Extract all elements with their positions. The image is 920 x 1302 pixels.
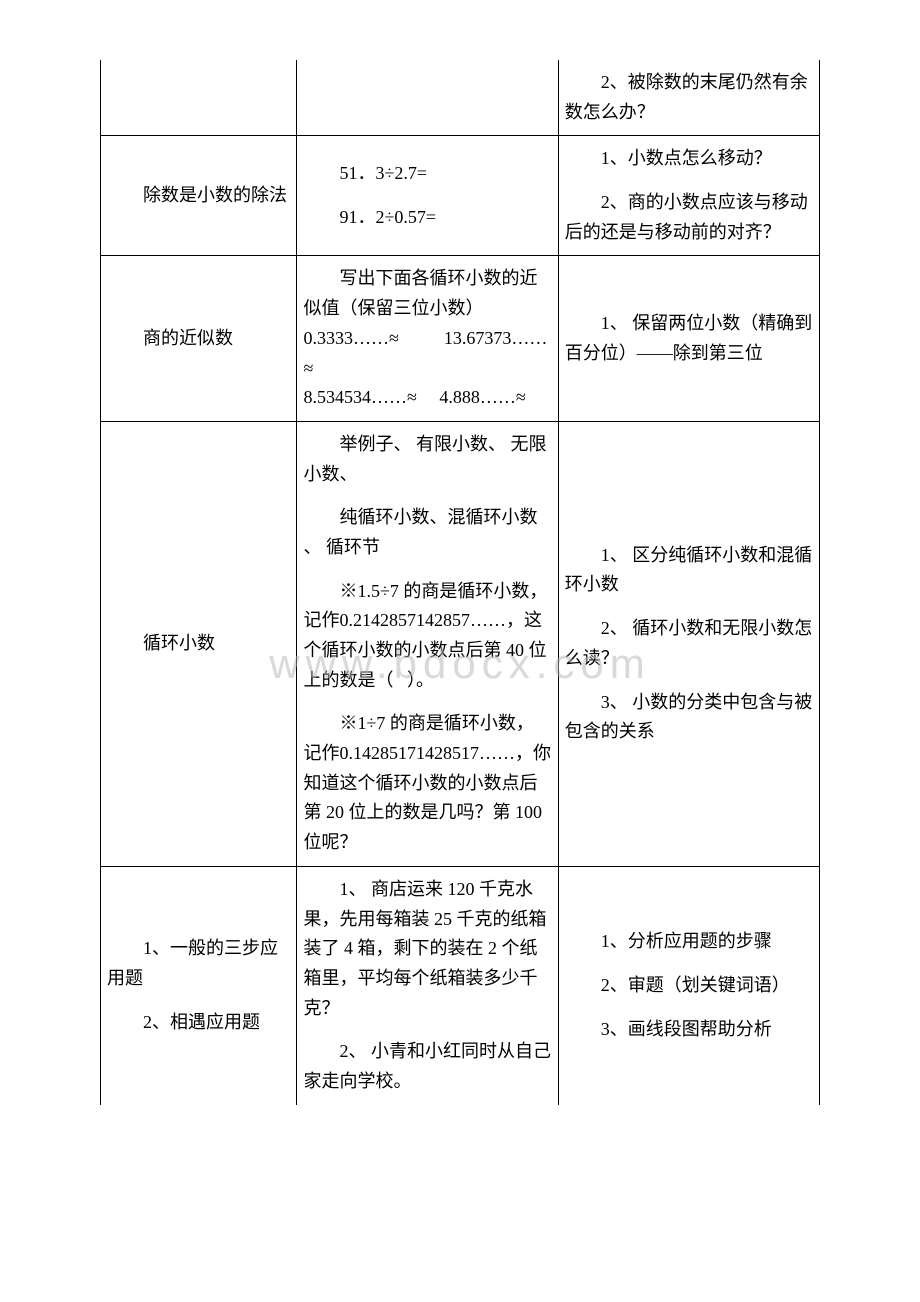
cell-topic: 商的近似数 [101,256,297,421]
cell-notes: 1、 保留两位小数（精确到百分位）——除到第三位 [558,256,819,421]
table-row: 循环小数 举例子、 有限小数、 无限小数、纯循环小数、混循环小数 、 循环节※1… [101,421,820,866]
cell-example: 写出下面各循环小数的近似值（保留三位小数）0.3333……≈ 13.67373…… [297,256,558,421]
cell-example: 1、 商店运来 120 千克水果，先用每箱装 25 千克的纸箱装了 4 箱，剩下… [297,866,558,1104]
cell-topic: 循环小数 [101,421,297,866]
cell-topic: 除数是小数的除法 [101,136,297,256]
table-body: 2、被除数的末尾仍然有余数怎么办？ 除数是小数的除法 51．3÷2.7=91．2… [101,60,820,1105]
cell-notes: 2、被除数的末尾仍然有余数怎么办？ [558,60,819,136]
cell-notes: 1、 区分纯循环小数和混循环小数2、 循环小数和无限小数怎么读？3、 小数的分类… [558,421,819,866]
cell-notes: 1、分析应用题的步骤2、审题（划关键词语）3、画线段图帮助分析 [558,866,819,1104]
cell-example: 举例子、 有限小数、 无限小数、纯循环小数、混循环小数 、 循环节※1.5÷7 … [297,421,558,866]
cell-topic: 1、一般的三步应用题2、相遇应用题 [101,866,297,1104]
cell-notes: 1、小数点怎么移动？2、商的小数点应该与移动后的还是与移动前的对齐？ [558,136,819,256]
cell-example: 51．3÷2.7=91．2÷0.57= [297,136,558,256]
table-row: 1、一般的三步应用题2、相遇应用题 1、 商店运来 120 千克水果，先用每箱装… [101,866,820,1104]
table-row: 2、被除数的末尾仍然有余数怎么办？ [101,60,820,136]
cell-topic [101,60,297,136]
cell-example [297,60,558,136]
table-row: 商的近似数 写出下面各循环小数的近似值（保留三位小数）0.3333……≈ 13.… [101,256,820,421]
table-row: 除数是小数的除法 51．3÷2.7=91．2÷0.57= 1、小数点怎么移动？2… [101,136,820,256]
content-table: 2、被除数的末尾仍然有余数怎么办？ 除数是小数的除法 51．3÷2.7=91．2… [100,60,820,1105]
